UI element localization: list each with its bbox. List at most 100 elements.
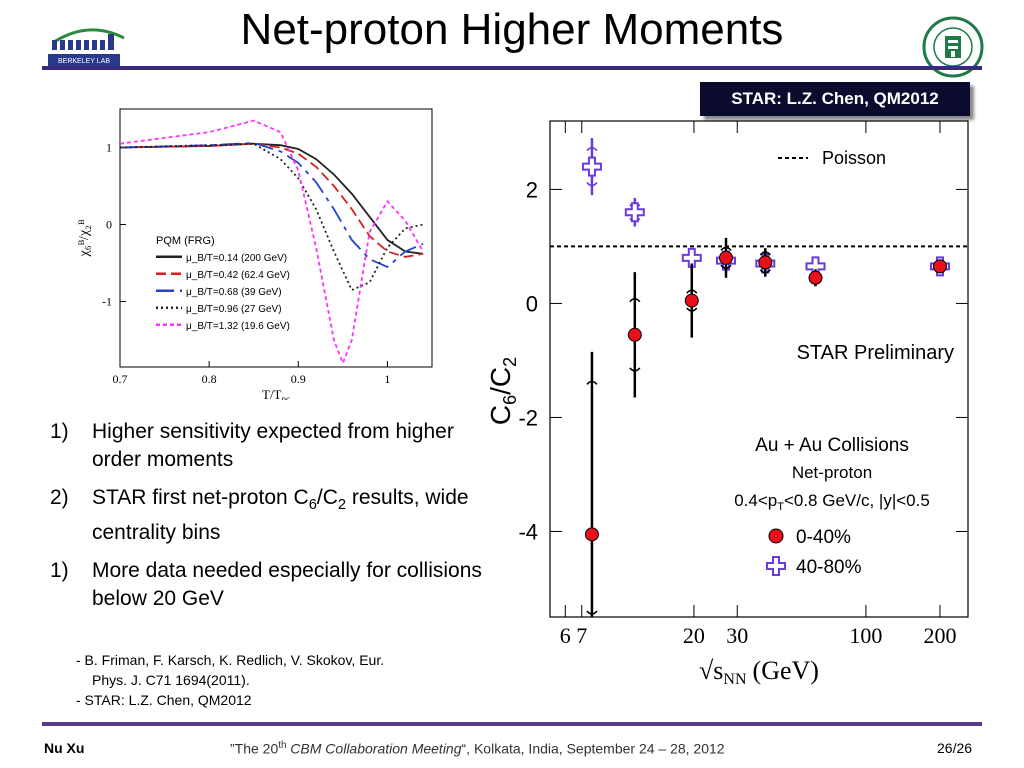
sys-error-cap bbox=[586, 610, 598, 615]
point-2: 2) STAR first net-proton C6/C2 results, … bbox=[50, 484, 500, 547]
x-tick-label: 30 bbox=[726, 623, 748, 648]
point-number: 2) bbox=[50, 486, 69, 509]
huazhong-university-seal bbox=[922, 16, 984, 78]
data-point-0-40 bbox=[684, 293, 699, 308]
slide-title: Net-proton Higher Moments bbox=[240, 5, 784, 54]
sys-error-cap bbox=[686, 289, 698, 294]
sys-error-cap bbox=[720, 264, 732, 270]
logo-left-label: BERKELEY LAB bbox=[58, 58, 110, 65]
point-number: 1) bbox=[50, 420, 69, 443]
y-tick-label: 1 bbox=[106, 141, 112, 155]
y-axis-label-mid: /C bbox=[485, 367, 516, 395]
x-axis-label: T/Tpc bbox=[262, 387, 290, 400]
x-tick-label: 0.7 bbox=[113, 372, 128, 386]
footer-author: Nu Xu bbox=[44, 740, 85, 756]
data-point-40-80 bbox=[581, 156, 602, 177]
legend-label: 40-80% bbox=[796, 557, 862, 578]
x-tick-label: 20 bbox=[683, 623, 705, 648]
point-text: More data needed especially for collisio… bbox=[92, 559, 482, 611]
point-sub-2: 2 bbox=[337, 497, 347, 514]
series-line bbox=[119, 119, 424, 366]
footer-conference: ”The 20th CBM Collaboration Meeting“, Ko… bbox=[230, 740, 725, 757]
data-point-0-40 bbox=[808, 270, 823, 285]
legend-label: 0-40% bbox=[796, 527, 851, 548]
references: - B. Friman, F. Karsch, K. Redlich, V. S… bbox=[76, 650, 384, 710]
y-axis-label-sub2: 2 bbox=[500, 357, 520, 367]
pqm-frg-chart: 0.7 0.8 0.9 1 1 0 -1 T/Tpc χ₆ᴮ/χ₂ᴮ PQM (FRG) μ_B/T… bbox=[77, 108, 433, 400]
legend-marker-0-40 bbox=[768, 528, 784, 544]
legend-cuts-sub: T bbox=[777, 501, 784, 513]
x-axis-label: √sNN (GeV) bbox=[699, 656, 819, 688]
data-point-0-40 bbox=[758, 255, 773, 270]
legend-label: μ_B/T=0.96 (27 GeV) bbox=[186, 304, 282, 315]
legend-cuts: 0.4<pT<0.8 GeV/c, |y|<0.5 bbox=[734, 491, 930, 513]
data-point-40-80 bbox=[624, 202, 645, 223]
sys-error-cap bbox=[629, 297, 641, 303]
sys-error-cap bbox=[720, 246, 732, 251]
x-axis-label-unit: (GeV) bbox=[753, 656, 819, 685]
x-tick-label: 6 bbox=[560, 623, 571, 648]
x-tick-label: 200 bbox=[923, 623, 956, 648]
reference-line: - STAR: L.Z. Chen, QM2012 bbox=[76, 692, 252, 708]
y-tick-label: -1 bbox=[102, 295, 112, 309]
point-number: 1) bbox=[50, 559, 69, 583]
x-axis-label-sub: pc bbox=[282, 394, 291, 400]
legend-label: μ_B/T=0.14 (200 GeV) bbox=[186, 253, 287, 264]
point-1: 1) Higher sensitivity expected from high… bbox=[50, 418, 500, 474]
point-text-pre: STAR first net-proton C bbox=[92, 486, 309, 509]
y-axis-label-sub1: 6 bbox=[500, 395, 520, 405]
title-divider bbox=[42, 66, 982, 70]
conf-post: “, Kolkata, India, September 24 – 28, 20… bbox=[461, 740, 725, 757]
point-3: 1) More data needed especially for colli… bbox=[50, 557, 500, 613]
legend-title: Au + Au Collisions bbox=[755, 435, 909, 456]
sys-error-cap bbox=[586, 380, 598, 385]
point-sub-1: 6 bbox=[308, 497, 317, 514]
series-line bbox=[119, 142, 424, 292]
y-tick-label: -2 bbox=[518, 405, 538, 430]
legend-title: PQM (FRG) bbox=[156, 235, 215, 247]
legend-cuts-post: <0.8 GeV/c, |y|<0.5 bbox=[784, 491, 930, 510]
sys-error-cap bbox=[759, 251, 771, 256]
sys-error-cap bbox=[759, 269, 771, 274]
x-tick-label: 1 bbox=[384, 372, 390, 386]
page-number: 26/26 bbox=[937, 740, 973, 756]
sys-error-cap bbox=[686, 307, 698, 312]
reference-line: - B. Friman, F. Karsch, K. Redlich, V. S… bbox=[76, 652, 385, 668]
conf-sup: th bbox=[278, 740, 287, 751]
data-point-40-80 bbox=[681, 247, 702, 268]
reference-line: Phys. J. C71 1694(2011). bbox=[92, 672, 250, 688]
data-point-0-40 bbox=[932, 259, 947, 274]
data-point-0-40 bbox=[627, 327, 642, 342]
star-source-badge: STAR: L.Z. Chen, QM2012 bbox=[700, 82, 970, 116]
x-tick-label: 7 bbox=[576, 623, 587, 648]
preliminary-label: STAR Preliminary bbox=[797, 342, 954, 364]
sys-error-cap bbox=[586, 146, 598, 152]
legend-label: μ_B/T=1.32 (19.6 GeV) bbox=[186, 321, 290, 332]
data-point-0-40 bbox=[584, 527, 599, 542]
point-text-post: results, wide centrality bins bbox=[92, 486, 469, 545]
y-tick-label: 0 bbox=[526, 291, 538, 316]
point-text: Higher sensitivity expected from higher … bbox=[92, 420, 454, 471]
y-axis-label: C6/C2 bbox=[485, 357, 520, 425]
y-axis-label: χ₆ᴮ/χ₂ᴮ bbox=[77, 219, 92, 257]
sys-error-cap bbox=[629, 367, 641, 372]
x-tick-label: 0.9 bbox=[291, 372, 306, 386]
conf-name: CBM Collaboration Meeting bbox=[286, 740, 462, 757]
legend-subtitle: Net-proton bbox=[792, 463, 872, 482]
berkeley-lab-logo: BERKELEY LAB bbox=[48, 28, 125, 66]
bullet-points: 1) Higher sensitivity expected from high… bbox=[50, 418, 500, 623]
point-text-mid: /C bbox=[316, 486, 338, 509]
x-tick-label: 0.8 bbox=[202, 372, 217, 386]
legend-label: μ_B/T=0.42 (62.4 GeV) bbox=[186, 270, 290, 281]
poisson-legend-label: Poisson bbox=[822, 148, 886, 168]
y-tick-label: 2 bbox=[526, 177, 538, 202]
x-tick-label: 100 bbox=[849, 623, 882, 648]
sys-error-cap bbox=[586, 182, 598, 187]
footer-divider bbox=[42, 722, 982, 726]
data-point-0-40 bbox=[719, 250, 734, 265]
y-tick-label: 0 bbox=[106, 218, 112, 232]
legend-label: μ_B/T=0.68 (39 GeV) bbox=[186, 287, 282, 298]
legend-marker-40-80 bbox=[766, 556, 786, 576]
conf-pre: ”The 20 bbox=[230, 740, 279, 757]
